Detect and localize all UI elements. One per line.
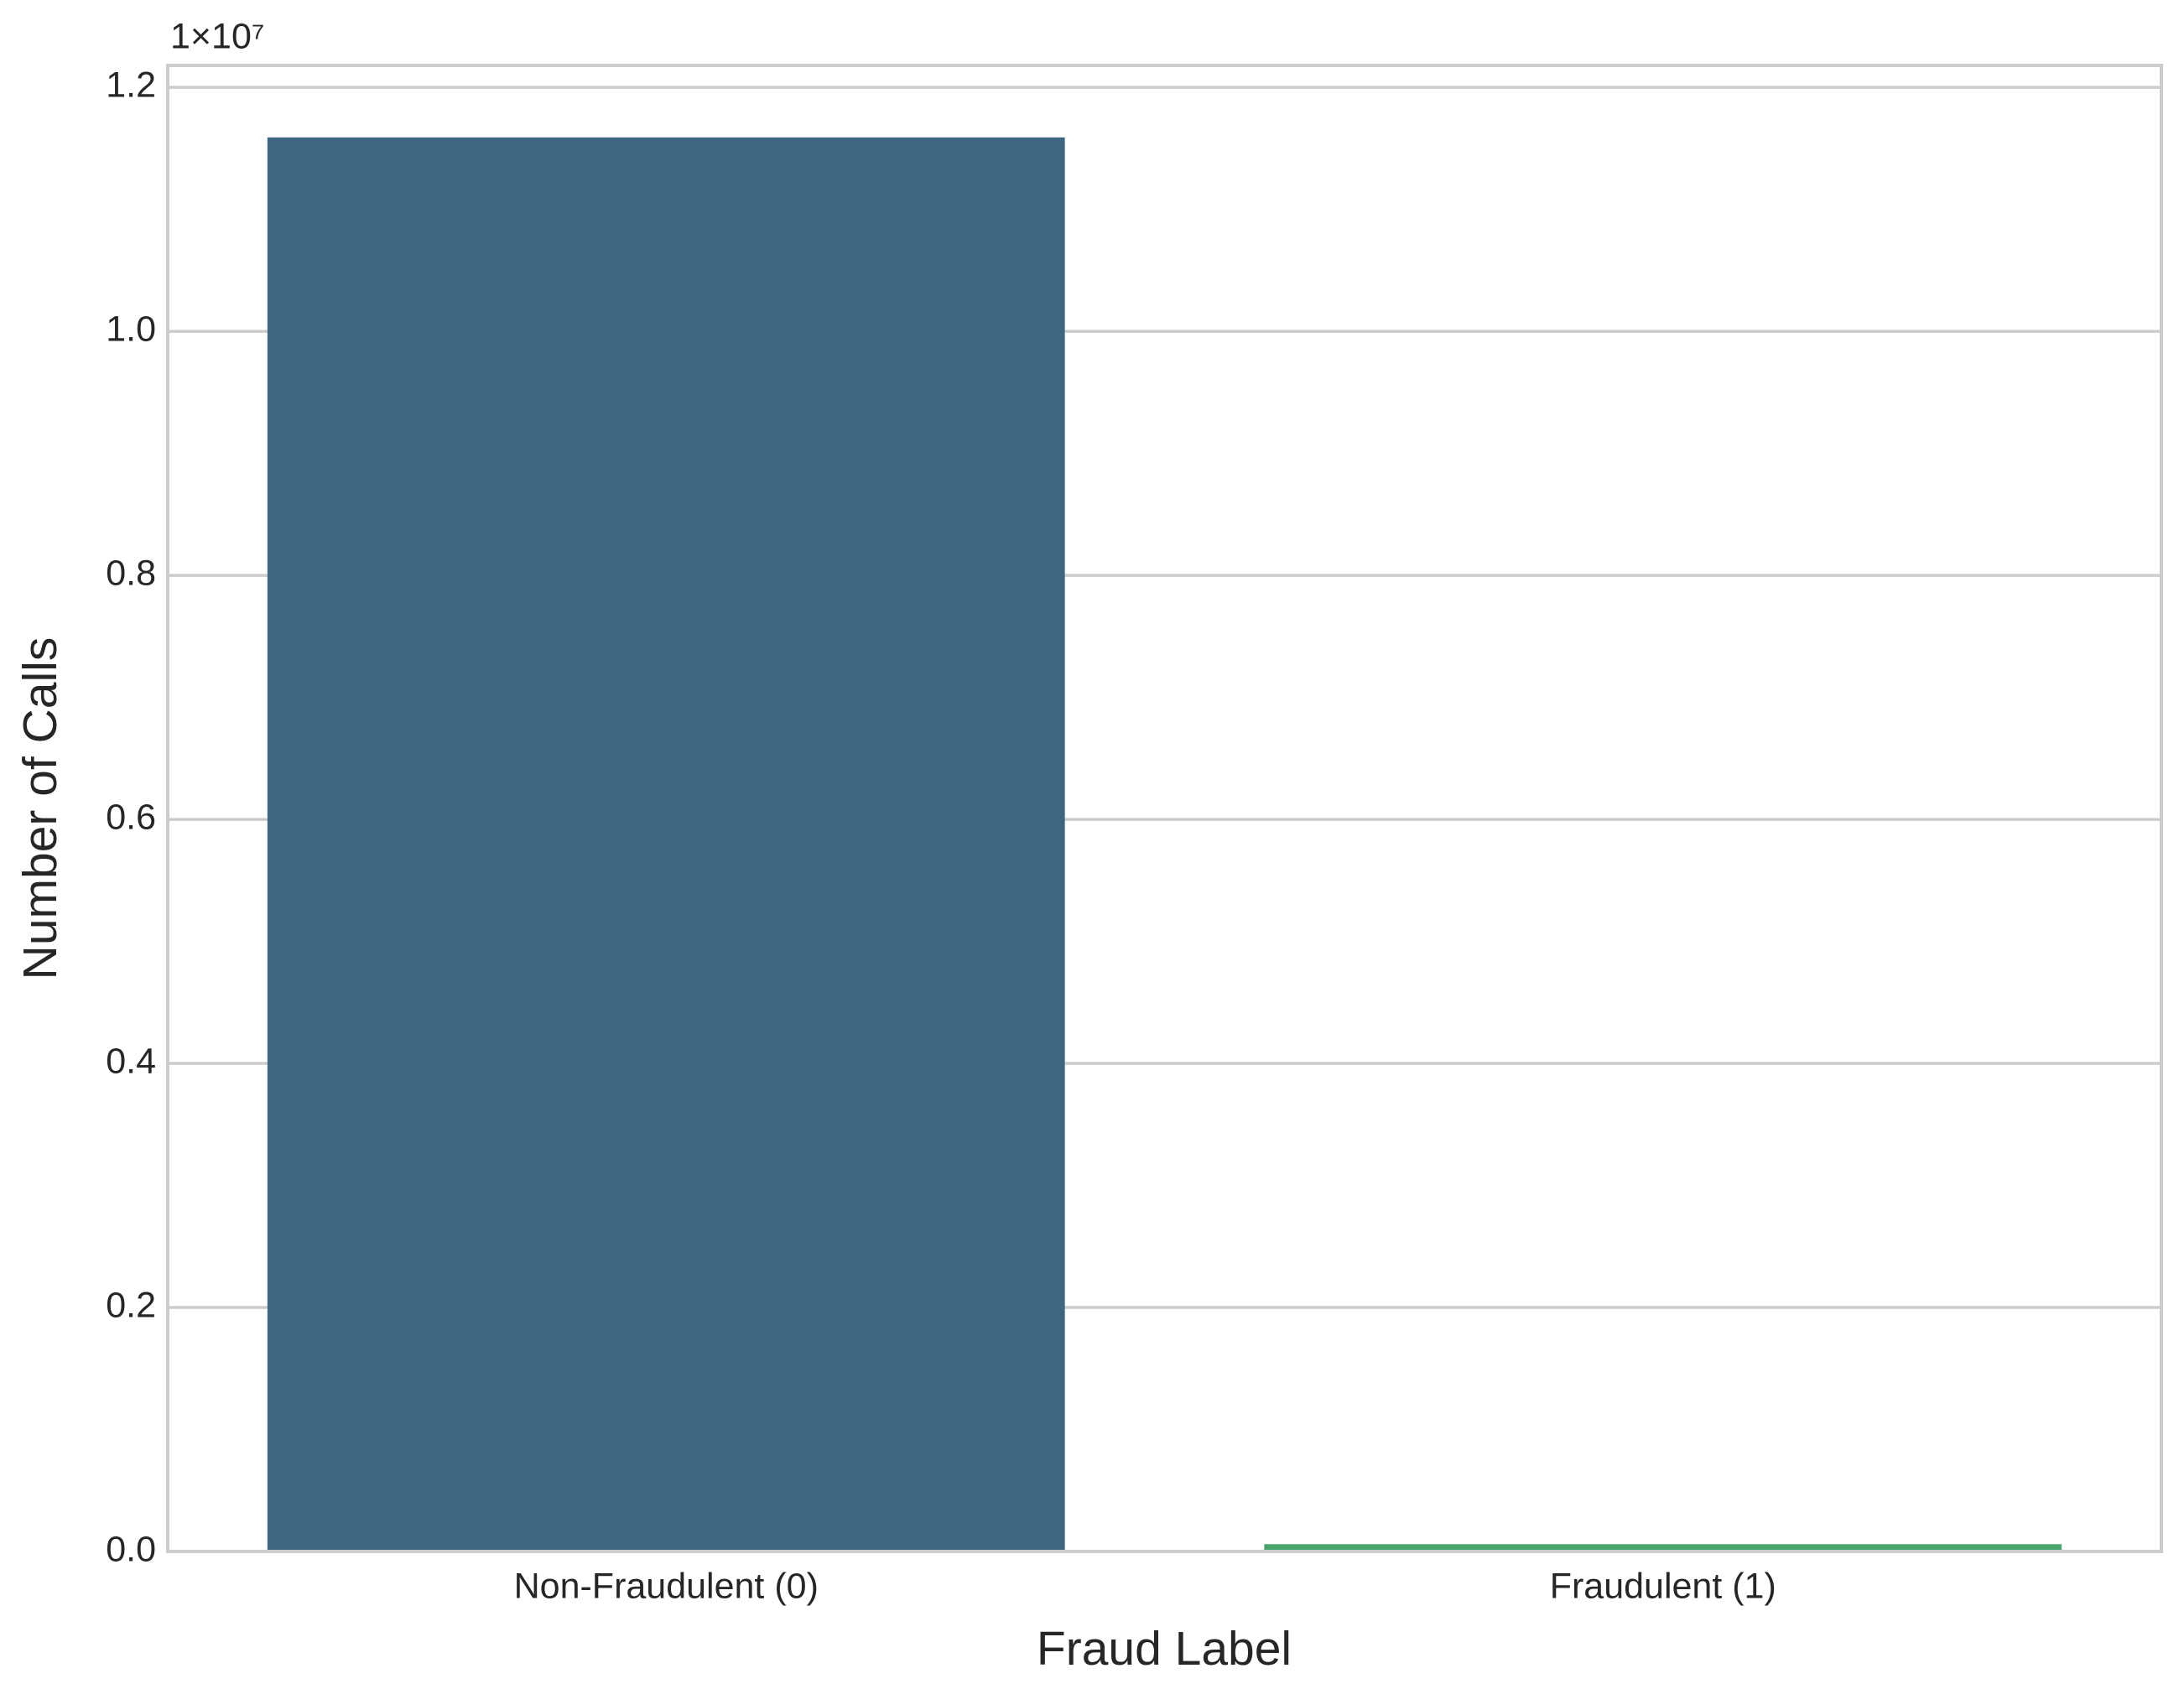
y-tick-label: 0.2	[106, 1285, 156, 1325]
x-tick-label: Non-Fraudulent (0)	[514, 1566, 819, 1606]
y-offset-text: 1×10⁷	[170, 16, 264, 56]
axes-frame	[166, 64, 2163, 1553]
y-tick-label: 0.4	[106, 1041, 156, 1081]
y-tick-label: 0.8	[106, 553, 156, 593]
y-tick-label: 1.0	[106, 309, 156, 350]
y-tick-label: 0.0	[106, 1529, 156, 1569]
x-axis-label: Fraud Label	[1037, 1622, 1292, 1676]
bar	[1264, 1544, 2062, 1551]
bar	[267, 137, 1065, 1551]
y-axis-label: Number of Calls	[13, 637, 67, 980]
y-tick-label: 1.2	[106, 65, 156, 106]
y-tick-label: 0.6	[106, 797, 156, 837]
x-tick-label: Fraudulent (1)	[1550, 1566, 1776, 1606]
